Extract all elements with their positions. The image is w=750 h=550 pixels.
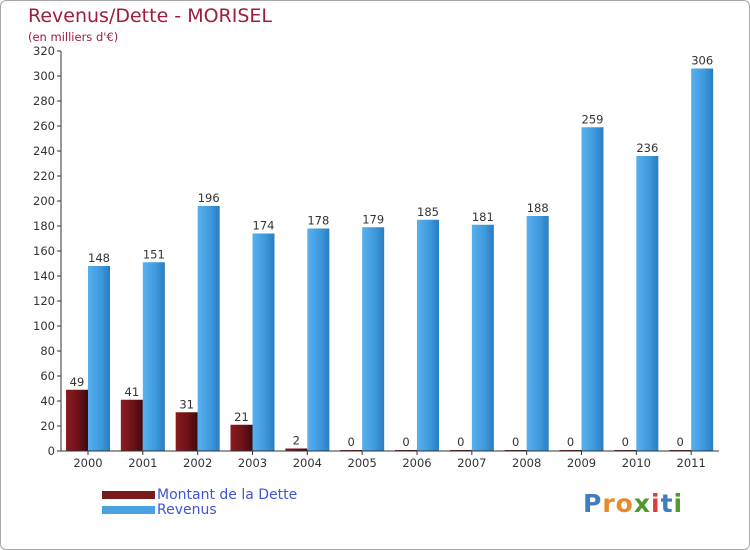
legend-item-revenue: Revenus [102,502,217,518]
y-tick-label: 260 [33,119,55,133]
data-label-revenue: 178 [307,214,329,228]
logo-letter: o [615,489,634,518]
data-label-debt: 0 [348,435,355,449]
legend-swatch-debt [102,491,155,499]
bar-debt [175,412,198,451]
logo-letter: P [583,489,603,518]
data-label-debt: 0 [402,435,409,449]
y-tick-label: 0 [48,444,55,458]
x-tick-label: 2008 [512,456,541,470]
y-tick-label: 300 [33,69,55,83]
chart-subtitle: (en milliers d'€) [28,30,119,44]
data-label-revenue: 188 [527,201,549,215]
x-tick-label: 2004 [293,456,322,470]
bar-revenue [636,156,659,451]
bar-revenue [526,216,549,451]
data-label-revenue: 179 [362,212,384,226]
data-label-debt: 0 [567,435,574,449]
data-label-debt: 0 [677,435,684,449]
data-label-revenue: 185 [417,205,439,219]
legend-item-debt: Montant de la Dette [102,487,298,503]
legend-label-revenue: Revenus [157,502,217,518]
y-axis: 0 20 40 60 80 100 120 140 160 180 200 220 240 260 280 3… [33,44,62,458]
legend-swatch-revenue [102,506,155,514]
chart-title: Revenus/Dette - MORISEL [28,5,273,27]
x-tick-label: 2007 [457,456,486,470]
logo-letter: i [673,489,684,518]
x-tick-label: 2010 [622,456,651,470]
logo-letter: i [651,489,661,518]
bar-revenue [691,68,714,451]
data-label-debt: 2 [293,434,300,448]
x-tick-label: 2002 [183,456,212,470]
y-tick-label: 220 [33,169,55,183]
y-tick-label: 20 [40,419,55,433]
bar-revenue [581,127,604,451]
bar-revenue [197,206,220,451]
data-label-revenue: 196 [198,191,220,205]
data-label-revenue: 151 [143,247,165,261]
y-tick-label: 240 [33,144,55,158]
y-tick-label: 100 [33,319,55,333]
data-label-debt: 0 [622,435,629,449]
proxiti-logo: Proxiti [583,489,683,518]
x-tick-label: 2005 [348,456,377,470]
y-tick-label: 280 [33,94,55,108]
x-tick-label: 2003 [238,456,267,470]
legend-label-debt: Montant de la Dette [157,487,298,503]
y-tick-label: 160 [33,244,55,258]
bar-revenue [88,266,110,451]
data-label-debt: 49 [70,375,85,389]
y-tick-label: 180 [33,219,55,233]
data-label-revenue: 148 [88,251,110,265]
y-tick-label: 140 [33,269,55,283]
bar-revenue [307,228,330,451]
y-tick-label: 320 [33,44,55,58]
data-label-debt: 31 [179,397,194,411]
bar-revenue [417,219,439,451]
bar-revenue [362,227,385,451]
data-label-revenue: 236 [636,141,658,155]
bar-revenue [471,224,494,451]
x-tick-label: 2009 [567,456,596,470]
y-tick-label: 60 [40,369,55,383]
bar-debt [230,424,253,451]
data-label-debt: 41 [125,385,140,399]
data-label-revenue: 259 [582,112,604,126]
bar-revenue [142,262,165,451]
data-label-revenue: 306 [691,54,713,68]
data-label-revenue: 181 [472,210,494,224]
x-tick-label: 2000 [73,456,102,470]
bar-debt [285,448,308,451]
x-tick-label: 2011 [677,456,706,470]
y-tick-label: 120 [33,294,55,308]
x-tick-label: 2006 [402,456,431,470]
logo-letter: x [633,489,651,518]
y-tick-label: 40 [40,394,55,408]
data-label-revenue: 174 [253,219,275,233]
x-axis: 2000 2001 2002 2003 2004 2005 2006 2007 2008 2009… [61,450,719,470]
data-label-debt: 0 [512,435,519,449]
bar-debt [66,389,88,451]
bar-revenue [252,233,275,451]
bars-layer: 49 148 41 151 31 196 21 174 2 178 0 179 0 185 0 181 0 188… [66,54,714,451]
logo-letter: r [602,489,616,518]
logo-letter: t [660,489,674,518]
x-tick-label: 2001 [128,456,157,470]
y-tick-label: 200 [33,194,55,208]
data-label-debt: 21 [234,410,249,424]
bar-debt [120,399,143,451]
y-tick-label: 80 [40,344,55,358]
data-label-debt: 0 [457,435,464,449]
